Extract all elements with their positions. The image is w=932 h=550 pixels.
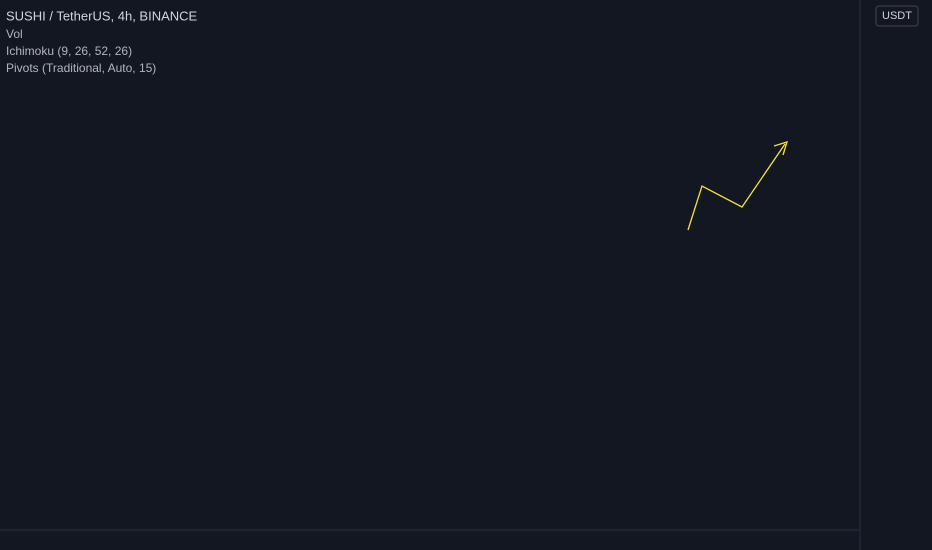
currency-badge[interactable] (875, 5, 919, 27)
currency[interactable]: USDT (882, 10, 912, 22)
arrow-head (773, 141, 788, 156)
drawing (687, 141, 788, 231)
yellow-arrow (687, 143, 786, 231)
legend: SUSHI / TetherUS, 4h, BINANCE Vol Ichimo… (6, 8, 198, 75)
title: SUSHI / TetherUS, 4h, BINANCE (6, 8, 198, 23)
indicator: Ichimoku (9, 26, 52, 26) (6, 44, 132, 58)
indicator: Pivots (Traditional, Auto, 15) (6, 61, 156, 75)
indicator: Vol (6, 27, 23, 41)
